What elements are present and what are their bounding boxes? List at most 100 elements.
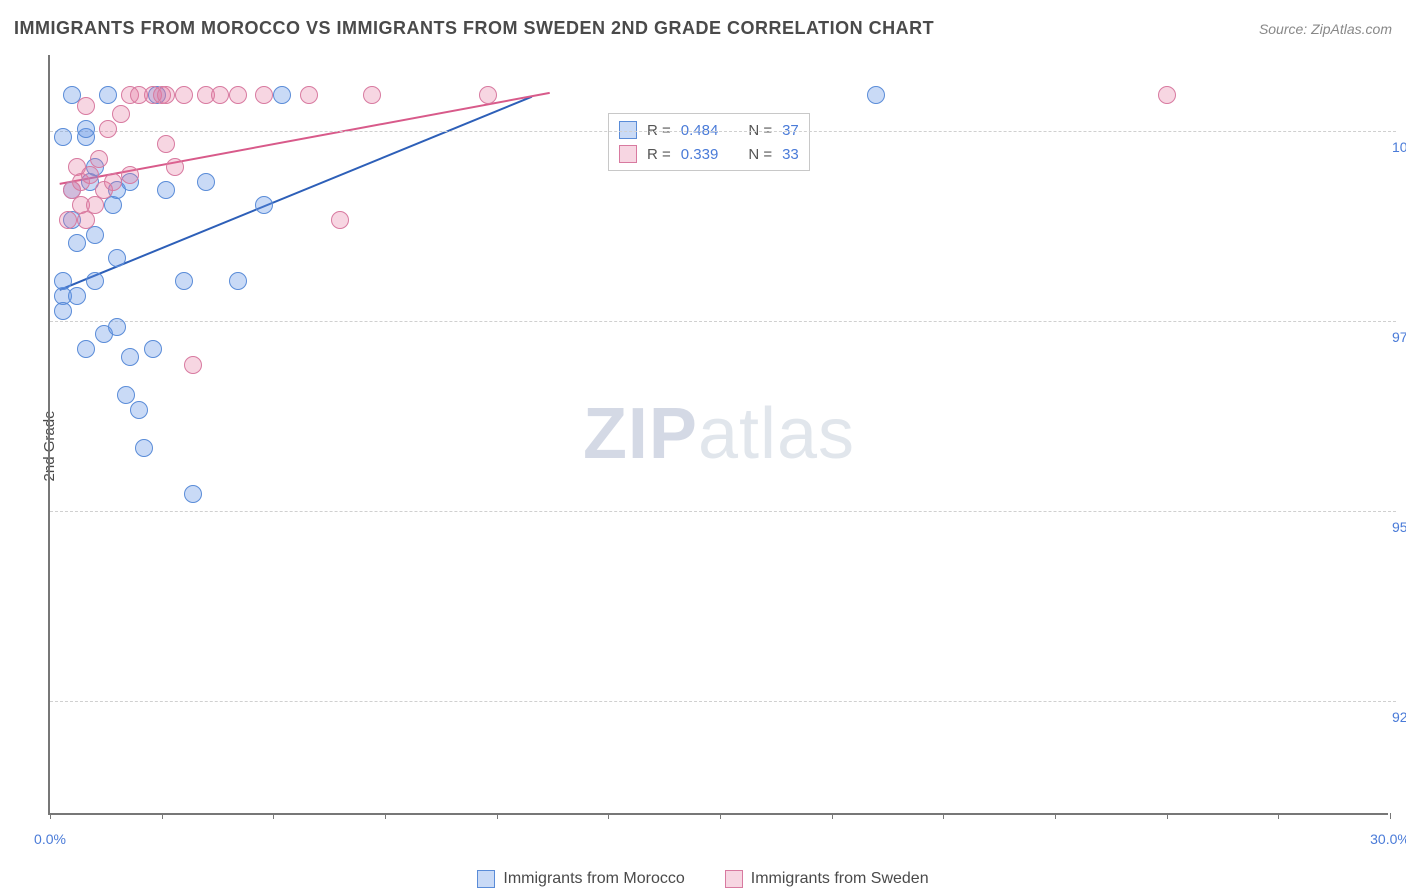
n-label-2: N = (748, 146, 772, 163)
scatter-point (255, 196, 273, 214)
scatter-point (117, 386, 135, 404)
x-tick (943, 813, 944, 819)
scatter-point (121, 166, 139, 184)
scatter-point (255, 86, 273, 104)
stats-legend-row-1: R = 0.484 N = 37 (619, 118, 799, 142)
gridline (50, 701, 1396, 702)
title-bar: IMMIGRANTS FROM MOROCCO VS IMMIGRANTS FR… (14, 18, 1392, 39)
scatter-point (1158, 86, 1176, 104)
regression-line (60, 97, 532, 290)
gridline (50, 321, 1396, 322)
n-label-1: N = (748, 122, 772, 139)
y-tick-label: 97.5% (1392, 329, 1406, 345)
r-value-2: 0.339 (681, 146, 719, 163)
scatter-point (135, 439, 153, 457)
n-value-1: 37 (782, 122, 799, 139)
x-tick (273, 813, 274, 819)
scatter-point (867, 86, 885, 104)
scatter-point (77, 211, 95, 229)
watermark-bold: ZIP (583, 394, 698, 474)
y-tick-label: 95.0% (1392, 519, 1406, 535)
plot-area: ZIPatlas R = 0.484 N = 37 R = 0.339 N = … (48, 55, 1388, 815)
scatter-point (59, 211, 77, 229)
scatter-point (363, 86, 381, 104)
x-tick (50, 813, 51, 819)
source-prefix: Source: (1259, 21, 1311, 37)
x-tick-label: 30.0% (1370, 831, 1406, 847)
scatter-point (229, 86, 247, 104)
scatter-point (86, 272, 104, 290)
x-tick (497, 813, 498, 819)
x-tick (832, 813, 833, 819)
scatter-point (77, 120, 95, 138)
scatter-point (157, 86, 175, 104)
scatter-point (175, 272, 193, 290)
scatter-point (104, 196, 122, 214)
scatter-point (273, 86, 291, 104)
stats-legend-box: R = 0.484 N = 37 R = 0.339 N = 33 (608, 113, 810, 171)
scatter-point (108, 249, 126, 267)
legend-square-morocco (619, 121, 637, 139)
source-label: Source: ZipAtlas.com (1259, 21, 1392, 37)
scatter-point (99, 86, 117, 104)
legend-square-sweden (619, 145, 637, 163)
scatter-point (479, 86, 497, 104)
gridline (50, 131, 1396, 132)
scatter-point (54, 302, 72, 320)
scatter-point (112, 105, 130, 123)
watermark-light: atlas (698, 394, 855, 474)
scatter-point (331, 211, 349, 229)
scatter-point (157, 135, 175, 153)
bottom-legend-sweden: Immigrants from Sweden (725, 870, 929, 888)
r-value-1: 0.484 (681, 122, 719, 139)
scatter-point (175, 86, 193, 104)
scatter-point (300, 86, 318, 104)
source-name: ZipAtlas.com (1311, 21, 1392, 37)
scatter-point (166, 158, 184, 176)
scatter-point (144, 340, 162, 358)
n-value-2: 33 (782, 146, 799, 163)
x-tick (720, 813, 721, 819)
x-tick (1278, 813, 1279, 819)
scatter-point (81, 166, 99, 184)
bottom-legend-square-morocco (477, 870, 495, 888)
chart-title: IMMIGRANTS FROM MOROCCO VS IMMIGRANTS FR… (14, 18, 934, 39)
scatter-point (86, 226, 104, 244)
scatter-point (77, 340, 95, 358)
scatter-point (157, 181, 175, 199)
x-tick (608, 813, 609, 819)
scatter-point (90, 150, 108, 168)
scatter-point (99, 120, 117, 138)
scatter-point (54, 128, 72, 146)
scatter-point (184, 356, 202, 374)
scatter-point (229, 272, 247, 290)
scatter-point (54, 272, 72, 290)
bottom-legend: Immigrants from Morocco Immigrants from … (0, 870, 1406, 888)
bottom-legend-square-sweden (725, 870, 743, 888)
x-tick (1167, 813, 1168, 819)
x-tick (1390, 813, 1391, 819)
watermark: ZIPatlas (583, 393, 855, 475)
bottom-legend-label-2: Immigrants from Sweden (751, 870, 929, 888)
scatter-point (121, 348, 139, 366)
scatter-point (77, 97, 95, 115)
bottom-legend-morocco: Immigrants from Morocco (477, 870, 684, 888)
stats-legend-row-2: R = 0.339 N = 33 (619, 142, 799, 166)
scatter-point (184, 485, 202, 503)
y-tick-label: 100.0% (1392, 139, 1406, 155)
gridline (50, 511, 1396, 512)
scatter-point (86, 196, 104, 214)
scatter-point (130, 401, 148, 419)
scatter-point (68, 287, 86, 305)
scatter-point (104, 173, 122, 191)
scatter-point (211, 86, 229, 104)
x-tick-label: 0.0% (34, 831, 66, 847)
scatter-point (68, 234, 86, 252)
r-label-1: R = (647, 122, 671, 139)
scatter-point (108, 318, 126, 336)
x-tick (1055, 813, 1056, 819)
x-tick (162, 813, 163, 819)
y-tick-label: 92.5% (1392, 709, 1406, 725)
scatter-point (197, 173, 215, 191)
r-label-2: R = (647, 146, 671, 163)
